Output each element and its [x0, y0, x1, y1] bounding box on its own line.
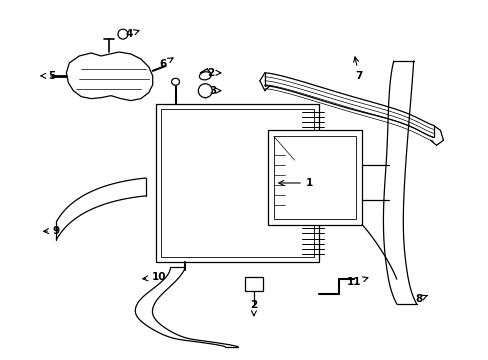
Text: 7: 7 [353, 57, 362, 81]
Text: 2: 2 [206, 68, 221, 78]
Text: 11: 11 [346, 277, 367, 287]
Text: 5: 5 [41, 71, 55, 81]
Bar [273, 136, 355, 219]
Polygon shape [66, 52, 152, 100]
Text: 9: 9 [43, 226, 60, 235]
Circle shape [198, 84, 212, 98]
Bar [161, 109, 314, 257]
Text: 1: 1 [278, 178, 312, 188]
Text: 10: 10 [142, 272, 165, 282]
Text: 2: 2 [250, 300, 257, 316]
Text: 4: 4 [125, 29, 139, 39]
Text: 8: 8 [414, 294, 427, 304]
Bar [155, 104, 319, 262]
Bar [244, 277, 263, 291]
Ellipse shape [199, 72, 211, 80]
Text: 3: 3 [209, 86, 221, 96]
Bar [267, 130, 361, 225]
Text: 6: 6 [159, 58, 173, 69]
Ellipse shape [171, 78, 179, 85]
Circle shape [118, 29, 128, 39]
